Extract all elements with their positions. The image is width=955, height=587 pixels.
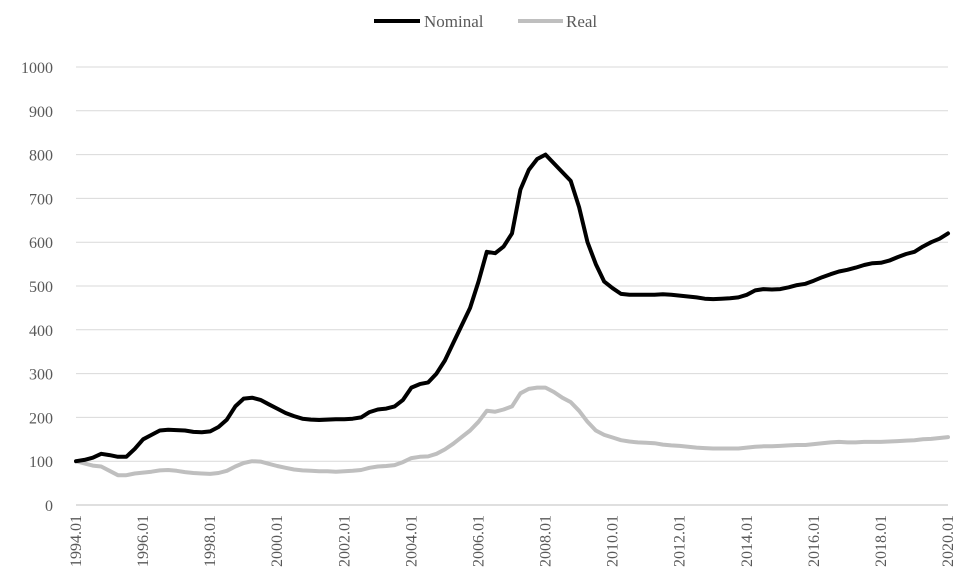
- x-tick-label: 1994.01: [68, 515, 85, 567]
- x-tick-label: 2014.01: [739, 515, 756, 567]
- y-tick-label: 1000: [21, 60, 53, 77]
- series-lines: [74, 152, 950, 478]
- series-line-nominal: [74, 152, 950, 464]
- y-tick-label: 600: [29, 235, 53, 252]
- x-tick-label: 2006.01: [470, 515, 487, 567]
- y-tick-label: 500: [29, 279, 53, 296]
- y-tick-label: 200: [29, 410, 53, 427]
- x-tick-label: 2012.01: [672, 515, 689, 567]
- legend: Nominal Real: [374, 12, 597, 31]
- y-tick-label: 800: [29, 148, 53, 165]
- legend-label-real: Real: [566, 12, 597, 31]
- x-tick-label: 1996.01: [135, 515, 152, 567]
- y-tick-label: 100: [29, 454, 53, 471]
- y-axis-ticks: 0 100 200 300 400 500 600 700 800 900 1000: [21, 60, 53, 515]
- x-tick-label: 1998.01: [202, 515, 219, 567]
- series-line-real: [74, 385, 950, 478]
- x-tick-label: 2016.01: [806, 515, 823, 567]
- x-tick-label: 2002.01: [336, 515, 353, 567]
- y-tick-label: 300: [29, 367, 53, 384]
- x-tick-label: 2000.01: [269, 515, 286, 567]
- y-tick-label: 900: [29, 104, 53, 121]
- x-tick-label: 2018.01: [873, 515, 890, 567]
- x-tick-label: 2004.01: [403, 515, 420, 567]
- legend-label-nominal: Nominal: [424, 12, 484, 31]
- y-tick-label: 700: [29, 191, 53, 208]
- x-axis-ticks: 1994.01 1996.01 1998.01 2000.01 2002.01 2004.…: [68, 515, 955, 567]
- x-tick-label: 2020.01: [940, 515, 955, 567]
- x-tick-label: 2008.01: [538, 515, 555, 567]
- gridlines: [76, 66, 948, 506]
- y-tick-label: 400: [29, 323, 53, 340]
- y-tick-label: 0: [45, 498, 53, 515]
- x-tick-label: 2010.01: [605, 515, 622, 567]
